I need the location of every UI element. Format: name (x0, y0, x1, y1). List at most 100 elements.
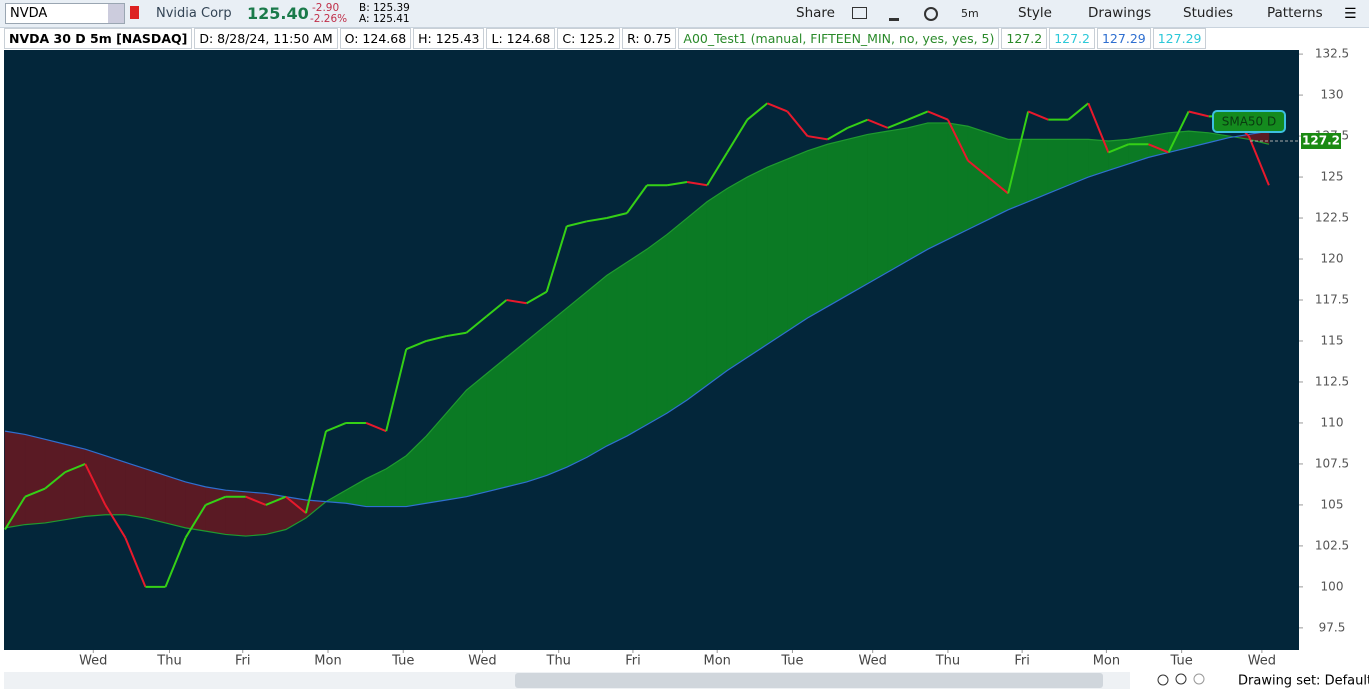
sma-fill (927, 122, 949, 250)
sma-fill (265, 493, 287, 535)
sma-fill (546, 307, 568, 476)
price-segment (485, 299, 508, 318)
price-segment (666, 180, 688, 187)
price-segment (44, 471, 66, 490)
x-tick-label: Thu (156, 654, 181, 669)
share-button[interactable]: Share (796, 5, 835, 21)
sma-fill (847, 134, 868, 296)
price-segment (365, 422, 387, 433)
price-segment (164, 537, 187, 588)
sma-fill (64, 443, 86, 521)
price-segment (1247, 135, 1270, 186)
sma-fill (967, 125, 989, 230)
sma-fill (987, 132, 1009, 221)
study-value: 127.29 (1096, 28, 1151, 49)
price-segment (1188, 110, 1209, 118)
open: O: 124.68 (339, 28, 412, 49)
price-segment (205, 495, 227, 506)
price-segment (827, 127, 849, 141)
sma-fill (466, 373, 487, 498)
y-tick-label: 115 (1321, 333, 1344, 347)
annotation: SMA50 D (1222, 115, 1277, 129)
sma-fill (165, 474, 186, 529)
x-tick-label: Wed (1248, 654, 1276, 669)
price-segment (24, 487, 46, 498)
x-tick-label: Wed (468, 654, 496, 669)
sma-fill (606, 261, 628, 447)
x-tick-label: Mon (703, 654, 730, 669)
sma-fill (686, 201, 708, 401)
x-tick-label: Fri (1014, 654, 1030, 669)
annotation-bubble (1212, 110, 1286, 133)
dropdown[interactable] (108, 4, 124, 23)
sma-fill (145, 468, 166, 524)
price-segment (64, 463, 86, 474)
price-segment (184, 504, 207, 539)
sma-fill (726, 176, 748, 372)
y-tick-label: 117.5 (1315, 293, 1349, 307)
price-segment (706, 151, 729, 186)
patterns-button[interactable]: Patterns (1267, 5, 1323, 21)
y-tick-label: 110 (1321, 415, 1344, 429)
price-segment (84, 463, 107, 506)
flask-button[interactable] (889, 6, 899, 21)
price-segment (385, 348, 408, 432)
sma-fill (887, 127, 909, 273)
price-axis (1299, 28, 1369, 650)
settings-button[interactable] (924, 7, 938, 21)
x-tick-label: Mon (1093, 654, 1120, 669)
style-button[interactable]: Style (1018, 5, 1052, 21)
sma-fill (827, 138, 848, 308)
y-tick-label: 105 (1321, 497, 1344, 511)
sma-fill (105, 455, 126, 516)
y-tick-label: 132.5 (1315, 47, 1349, 61)
price-segment (405, 340, 427, 351)
price-segment (104, 504, 127, 539)
zoom-out-icon[interactable] (1193, 673, 1205, 685)
price-segment (1067, 102, 1089, 121)
price-segment (626, 184, 648, 214)
drawings-button[interactable]: Drawings (1088, 5, 1152, 21)
y-tick-label: 122.5 (1315, 211, 1349, 225)
y-tick-label: 112.5 (1315, 374, 1349, 388)
price-segment (807, 135, 828, 141)
high: H: 125.43 (413, 28, 485, 49)
price-segment (907, 110, 929, 121)
zoom-in-icon[interactable] (1175, 673, 1187, 685)
price-segment (566, 220, 588, 228)
y-tick-label: 130 (1321, 88, 1344, 102)
sma-fill (907, 122, 929, 262)
price-segment (465, 315, 488, 334)
studies-button[interactable]: Studies (1183, 5, 1234, 21)
sma-fill (526, 323, 547, 483)
sma-fill (646, 233, 668, 426)
ask: A: 125.41 (359, 13, 410, 25)
timeframe-button[interactable]: 5m (961, 7, 979, 20)
sma-fill (486, 356, 507, 493)
y-tick-label: 97.5 (1319, 620, 1346, 634)
price-segment (606, 212, 628, 220)
price-segment (887, 118, 909, 129)
icon-button[interactable] (852, 7, 867, 19)
price-segment (1087, 102, 1110, 153)
close: C: 125.2 (557, 28, 621, 49)
price-segment (927, 110, 949, 121)
symbol-box[interactable]: NVDA (5, 3, 125, 24)
x-tick-label: Tue (1170, 654, 1193, 669)
price-segment (867, 118, 889, 129)
price-segment (1148, 143, 1169, 154)
price-segment (766, 102, 788, 113)
menu-button[interactable]: ☰ (1344, 6, 1357, 22)
crosshair-icon[interactable] (1157, 674, 1169, 686)
x-tick-label: Wed (859, 654, 887, 669)
info-bar: NVDA 30 D 5m [NASDAQ] D: 8/28/24, 11:50 … (4, 28, 1208, 49)
bid: B: 125.39 (359, 2, 410, 14)
alert-icon[interactable] (130, 6, 139, 19)
price-segment (506, 299, 527, 305)
study: A00_Test1 (manual, FIFTEEN_MIN, no, yes,… (678, 28, 1000, 49)
sma-fill (746, 166, 768, 358)
sma-fill (666, 217, 688, 414)
scrollbar-thumb[interactable] (515, 673, 1103, 688)
